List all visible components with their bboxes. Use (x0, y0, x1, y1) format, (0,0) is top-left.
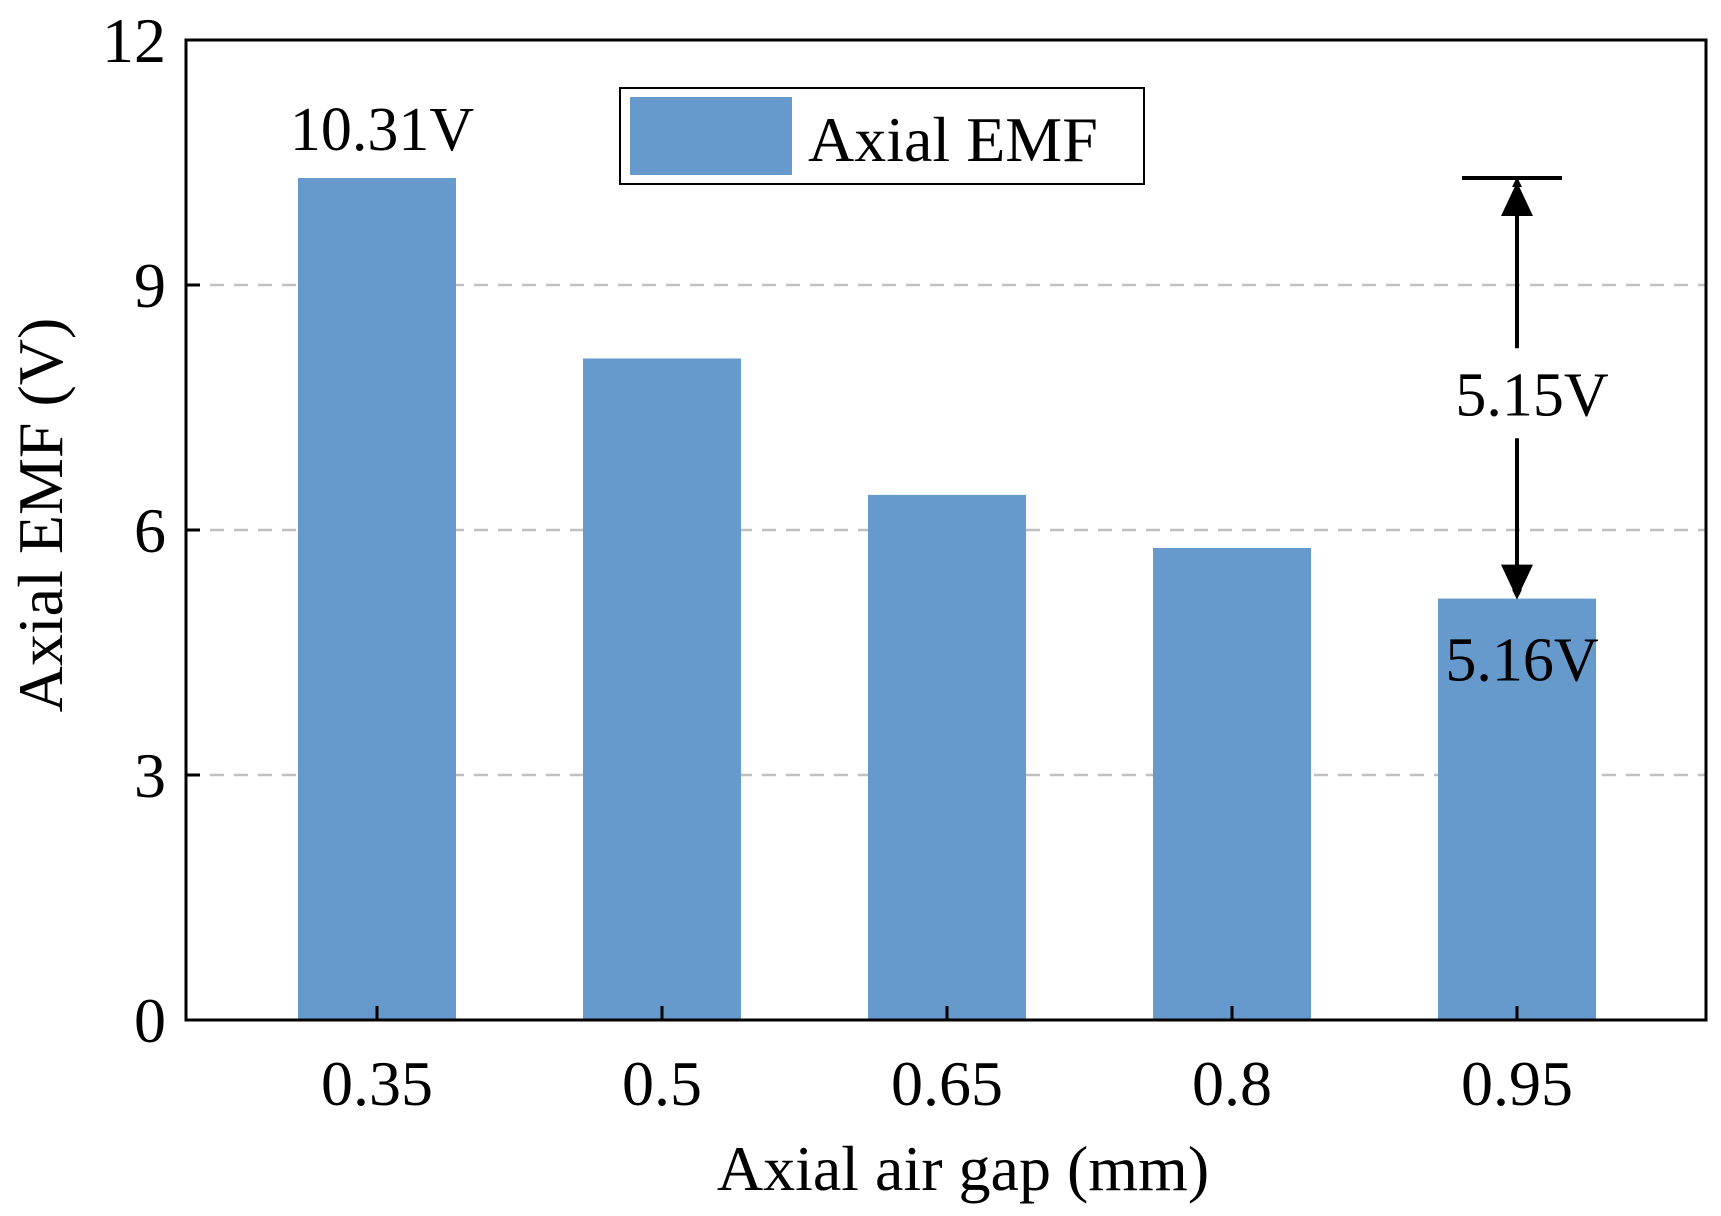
x-tick-label: 0.65 (891, 1048, 1003, 1119)
x-tick-label: 0.95 (1461, 1048, 1573, 1119)
annotations: 10.31V 5.16V 5.15V (290, 96, 1609, 695)
data-label-last: 5.16V (1445, 627, 1599, 695)
y-axis-title: Axial EMF (V) (5, 318, 76, 713)
bar-0.95 (1438, 598, 1596, 1020)
y-tick-label: 9 (134, 250, 166, 321)
bar-0.65 (868, 494, 1026, 1021)
legend-entry-axial-emf: Axial EMF (808, 104, 1098, 175)
x-tick-label: 0.8 (1192, 1048, 1272, 1119)
bars (298, 178, 1596, 1021)
bar-0.8 (1153, 547, 1311, 1020)
y-tick-label: 12 (102, 5, 166, 76)
y-tick-label: 0 (134, 985, 166, 1056)
x-axis-title: Axial air gap (mm) (717, 1133, 1209, 1204)
y-tick-label: 6 (134, 495, 166, 566)
legend: Axial EMF (619, 87, 1145, 185)
arrowhead-up (1501, 182, 1533, 217)
arrowhead-down (1501, 564, 1533, 599)
x-tick-label: 0.5 (622, 1048, 702, 1119)
legend-swatch (630, 97, 792, 175)
axes: 0 3 6 9 12 0.35 0.5 0.65 0.8 0.95 (102, 5, 1708, 1119)
difference-label: 5.15V (1455, 361, 1609, 429)
x-tick-label: 0.35 (321, 1048, 433, 1119)
bar-0.35 (298, 178, 456, 1020)
data-label-first: 10.31V (290, 96, 475, 164)
bar-0.5 (583, 358, 741, 1020)
y-tick-label: 3 (134, 740, 166, 811)
